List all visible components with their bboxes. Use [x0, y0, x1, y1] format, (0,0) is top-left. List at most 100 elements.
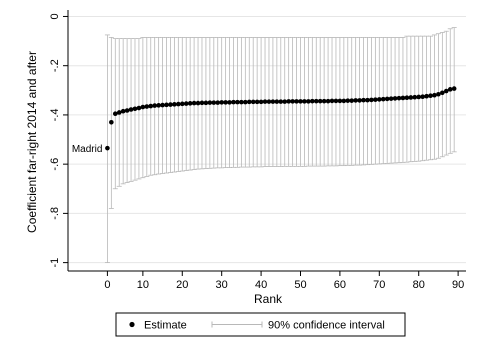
x-tick-label-6: 60	[334, 279, 346, 291]
estimate-point-84	[436, 91, 441, 97]
estimate-point-6	[128, 107, 134, 112]
estimate-point-23	[195, 100, 201, 106]
estimate-point-46	[286, 99, 291, 104]
estimate-point-34	[239, 99, 244, 105]
estimate-point-4	[120, 108, 126, 114]
estimate-point-52	[310, 98, 315, 104]
legend-estimate-marker	[129, 321, 135, 328]
estimate-point-76	[404, 95, 410, 100]
estimate-point-63	[353, 98, 358, 103]
estimate-point-10	[144, 104, 150, 109]
estimate-point-42	[270, 99, 276, 104]
estimate-point-61	[345, 98, 351, 103]
y-axis-title: Coefficient far-right 2014 and after	[25, 51, 39, 233]
y-tick-label-5: -1	[49, 258, 61, 268]
estimate-point-48	[294, 99, 299, 104]
estimate-point-88	[451, 86, 457, 91]
estimate-point-55	[321, 98, 327, 104]
estimate-point-26	[207, 100, 213, 105]
estimate-point-19	[179, 101, 185, 107]
estimate-point-45	[282, 99, 288, 104]
estimate-point-25	[203, 100, 209, 106]
estimate-point-67	[369, 97, 374, 103]
estimate-point-39	[258, 99, 264, 105]
estimate-point-41	[266, 99, 272, 104]
estimate-point-72	[388, 96, 394, 101]
estimate-point-69	[377, 97, 382, 102]
estimate-point-18	[176, 101, 181, 107]
estimate-point-1	[109, 120, 114, 125]
estimate-point-40	[262, 99, 268, 104]
estimate-point-58	[333, 98, 339, 104]
estimate-point-12	[152, 103, 157, 108]
estimate-point-22	[191, 100, 197, 106]
estimate-point-51	[306, 99, 311, 104]
estimate-point-33	[235, 99, 240, 105]
estimate-point-44	[278, 99, 284, 104]
legend-estimate-label: Estimate	[144, 320, 187, 332]
estimate-point-73	[392, 96, 398, 101]
estimate-point-38	[254, 99, 260, 105]
estimate-points	[105, 86, 457, 151]
estimate-point-65	[361, 97, 366, 103]
estimate-point-8	[136, 105, 142, 111]
estimate-point-59	[337, 98, 343, 104]
x-tick-label-5: 50	[294, 279, 306, 291]
x-tick-label-8: 80	[413, 279, 425, 291]
estimate-point-13	[156, 103, 161, 108]
estimate-point-43	[274, 99, 280, 104]
y-tick-label-0: 0	[49, 13, 61, 19]
estimate-point-79	[416, 94, 422, 100]
legend-ci-label: 90% confidence interval	[268, 320, 385, 332]
confidence-intervals	[104, 27, 457, 264]
x-tick-label-9: 90	[452, 279, 464, 291]
estimate-point-27	[211, 100, 217, 105]
estimate-point-24	[199, 100, 205, 106]
axes	[63, 10, 466, 276]
estimate-point-78	[412, 94, 418, 100]
estimate-point-81	[424, 93, 429, 99]
estimate-point-53	[313, 98, 319, 104]
estimate-point-9	[140, 104, 146, 110]
estimate-point-31	[227, 100, 232, 105]
estimate-point-7	[132, 106, 138, 112]
tick-labels: 0 -.2 -.4 -.6 -.8 -1 0 10 20 30 40 50 60 70 80 90	[49, 13, 464, 291]
legend: Estimate 90% confidence interval	[115, 312, 406, 337]
estimate-point-2	[112, 111, 118, 116]
estimate-point-49	[298, 99, 303, 104]
estimate-point-17	[172, 102, 177, 107]
estimate-point-30	[223, 100, 228, 105]
estimate-point-87	[447, 87, 453, 92]
estimate-point-20	[183, 101, 189, 106]
estimate-point-35	[243, 99, 248, 105]
estimate-point-5	[124, 108, 130, 113]
estimate-point-85	[440, 90, 445, 96]
estimate-point-75	[400, 95, 406, 101]
estimate-point-64	[357, 98, 362, 103]
estimate-point-16	[168, 102, 173, 107]
y-tick-label-4: -.8	[49, 207, 61, 220]
x-tick-label-0: 0	[104, 279, 110, 291]
estimate-point-68	[373, 97, 378, 102]
estimate-point-37	[250, 99, 256, 105]
estimate-point-56	[325, 98, 331, 104]
x-tick-label-7: 70	[373, 279, 385, 291]
estimate-point-15	[164, 102, 169, 108]
x-tick-label-3: 30	[216, 279, 228, 291]
estimate-point-14	[160, 102, 165, 108]
x-tick-label-1: 10	[137, 279, 149, 291]
estimate-point-3	[116, 110, 122, 115]
estimate-point-47	[290, 99, 295, 104]
estimate-point-86	[443, 88, 449, 94]
estimate-point-54	[317, 98, 323, 104]
estimate-point-66	[365, 97, 370, 103]
estimate-point-70	[380, 96, 386, 102]
estimate-point-83	[432, 92, 437, 98]
estimate-point-36	[246, 99, 252, 105]
estimate-point-74	[396, 95, 402, 101]
estimate-point-77	[408, 95, 414, 100]
estimate-point-32	[231, 99, 236, 105]
y-tick-label-2: -.4	[49, 109, 61, 122]
x-tick-label-2: 20	[176, 279, 188, 291]
